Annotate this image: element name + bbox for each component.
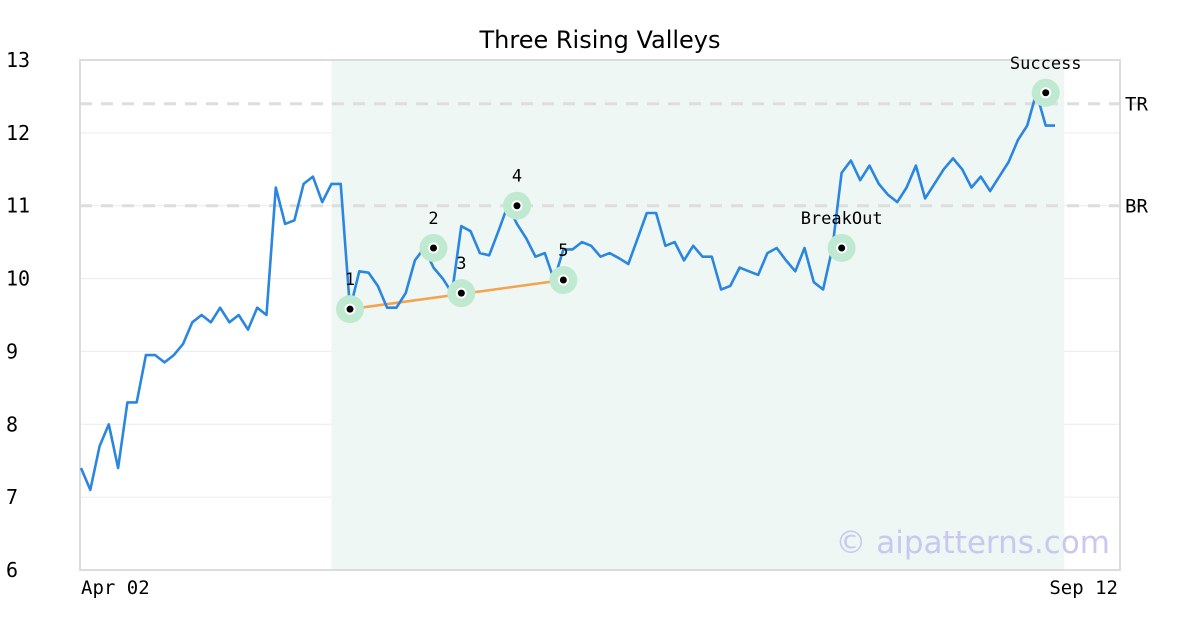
reference-label-tr: TR: [1125, 94, 1148, 116]
y-axis: 6 7 8 9 10 11 12 13: [6, 48, 30, 582]
y-tick-label: 13: [6, 48, 30, 72]
pattern-point-2: 2: [419, 209, 448, 262]
marker-dot: [429, 244, 437, 252]
y-tick-label: 7: [6, 485, 18, 509]
x-axis: Apr 02 Sep 12: [81, 577, 1118, 599]
reference-lines: TR BR: [80, 94, 1150, 218]
pattern-markers: 1 2 3 4 5 BreakOut Success: [336, 54, 1082, 324]
highlight-band: [331, 60, 1065, 570]
pattern-point-breakout: BreakOut: [801, 209, 883, 262]
y-tick-label: 12: [6, 121, 30, 145]
pattern-point-label: 4: [512, 167, 522, 187]
pattern-point-label: 1: [345, 270, 355, 290]
pattern-point-label: 5: [558, 241, 568, 261]
pattern-point-success: Success: [1010, 54, 1082, 107]
watermark: © aipatterns.com: [835, 525, 1110, 561]
y-tick-label: 6: [6, 558, 18, 582]
reference-label-br: BR: [1125, 196, 1148, 218]
y-tick-label: 11: [6, 194, 30, 218]
pattern-point-1: 1: [336, 270, 365, 324]
marker-dot: [346, 305, 354, 313]
pattern-point-label: 2: [428, 209, 438, 229]
marker-dot: [457, 289, 465, 297]
marker-dot: [559, 276, 567, 284]
pattern-point-label: Success: [1010, 54, 1082, 74]
y-tick-label: 9: [6, 339, 18, 363]
pattern-point-5: 5: [549, 241, 578, 295]
marker-dot: [513, 202, 521, 210]
plot-frame: [79, 59, 1121, 571]
x-tick-label-start: Apr 02: [81, 577, 150, 599]
pattern-point-4: 4: [502, 167, 531, 220]
pattern-point-label: 3: [456, 254, 466, 274]
pattern-point-label: BreakOut: [801, 209, 883, 229]
y-tick-label: 10: [6, 267, 30, 291]
price-line: [79, 91, 1055, 492]
pattern-point-3: 3: [447, 254, 476, 308]
chart-title: Three Rising Valleys: [478, 26, 720, 54]
marker-dot: [1042, 89, 1050, 97]
y-tick-label: 8: [6, 412, 18, 436]
x-tick-label-end: Sep 12: [1049, 577, 1118, 599]
marker-dot: [838, 244, 846, 252]
